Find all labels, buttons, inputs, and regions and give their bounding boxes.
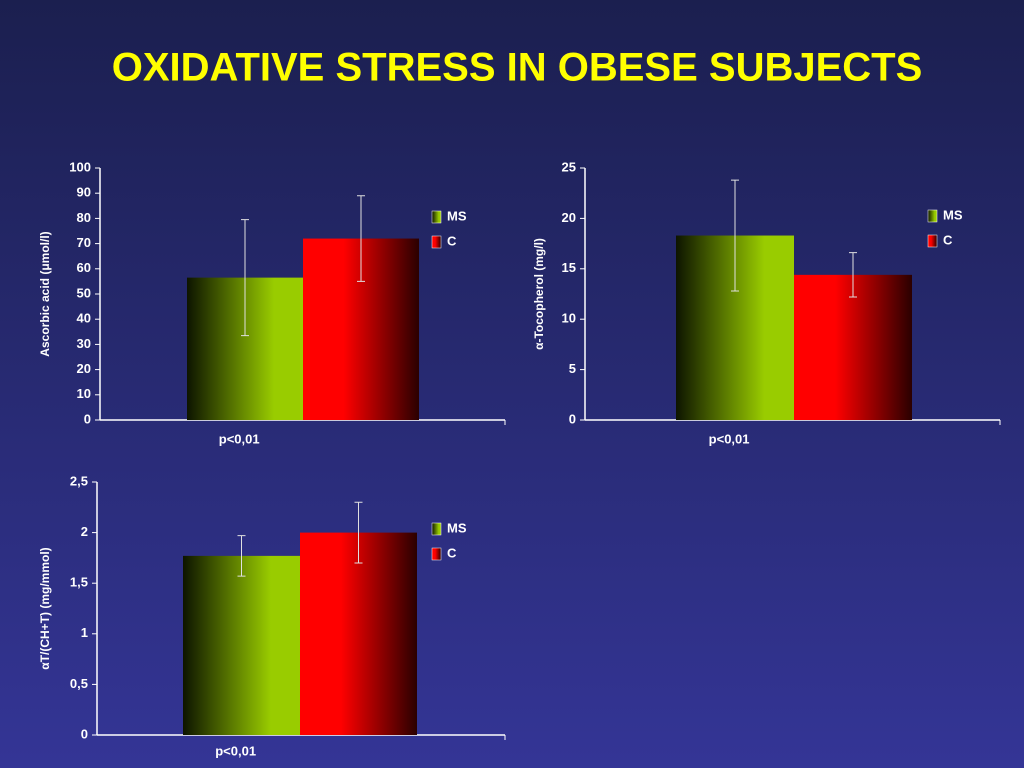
slide-title: OXIDATIVE STRESS IN OBESE SUBJECTS [112, 46, 923, 90]
y-tick-label: 40 [77, 311, 91, 326]
error-bar [357, 195, 365, 282]
legend-label: C [447, 545, 457, 560]
error-bar [354, 501, 363, 564]
y-tick-label: 30 [77, 336, 91, 351]
x-tick-label: p<0,01 [219, 431, 260, 446]
y-axis-label: Ascorbic acid (μmol/l) [38, 231, 52, 356]
legend-label: C [447, 233, 457, 248]
legend-swatch [927, 209, 938, 223]
y-tick-label: 2 [81, 524, 88, 539]
y-tick-label: 2,5 [70, 473, 88, 488]
legend-label: MS [447, 208, 467, 223]
y-tick-label: 90 [77, 185, 91, 200]
y-tick-label: 0 [84, 411, 91, 426]
y-tick-label: 10 [77, 386, 91, 401]
legend-label: MS [447, 520, 467, 535]
y-tick-label: 0 [569, 411, 576, 426]
legend-label: C [943, 232, 953, 247]
y-tick-label: 10 [562, 311, 576, 326]
legend-swatch [431, 547, 442, 561]
y-axis-label: α-Tocopherol (mg/l) [532, 238, 546, 350]
y-tick-label: 1,5 [70, 575, 88, 590]
bar [300, 532, 417, 735]
y-tick-label: 0,5 [70, 676, 88, 691]
y-tick-label: 70 [77, 235, 91, 250]
y-tick-label: 1 [81, 625, 88, 640]
y-tick-label: 20 [77, 361, 91, 376]
legend-swatch [431, 235, 442, 249]
y-tick-label: 0 [81, 726, 88, 741]
x-tick-label: p<0,01 [709, 431, 750, 446]
legend-label: MS [943, 207, 963, 222]
y-tick-label: 50 [77, 285, 91, 300]
y-tick-label: 20 [562, 210, 576, 225]
error-bar [731, 179, 739, 292]
error-bar [237, 535, 246, 577]
y-tick-label: 5 [569, 361, 576, 376]
y-tick-label: 60 [77, 260, 91, 275]
y-tick-label: 15 [562, 260, 576, 275]
legend-swatch [431, 210, 442, 224]
error-bar [241, 219, 249, 337]
bar [183, 555, 300, 735]
y-axis-label: αT/(CH+T) (mg/mmol) [38, 547, 52, 669]
legend-swatch [431, 522, 442, 536]
x-tick-label: p<0,01 [215, 743, 256, 758]
y-tick-label: 100 [69, 159, 91, 174]
y-tick-label: 25 [562, 159, 576, 174]
legend-swatch [927, 234, 938, 248]
bar [794, 274, 912, 420]
y-tick-label: 80 [77, 210, 91, 225]
error-bar [849, 252, 857, 298]
